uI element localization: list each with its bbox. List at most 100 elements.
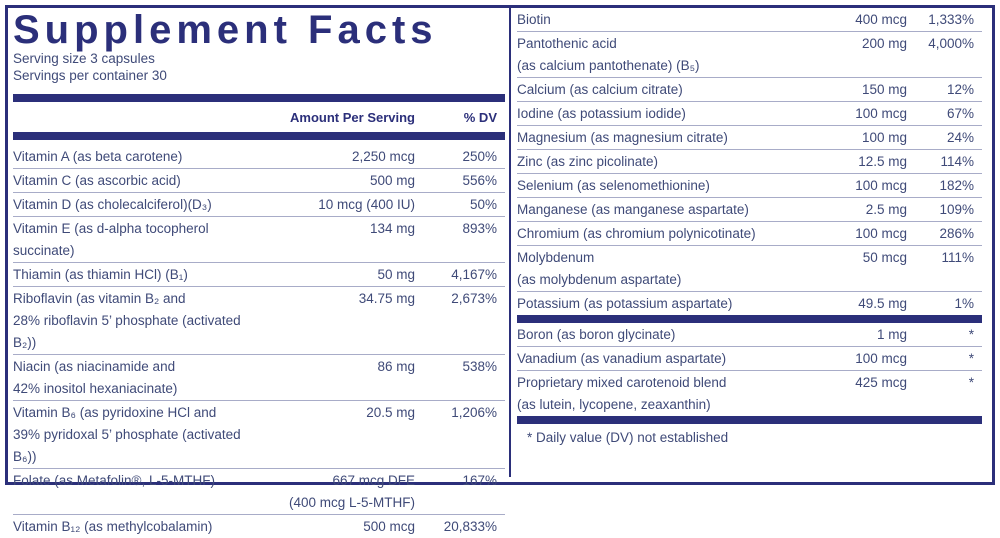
nutrient-name-line: 28% riboflavin 5’ phosphate (activated B… (13, 313, 241, 350)
nutrient-dv: 114% (940, 154, 974, 169)
nutrient-dv: 4,167% (451, 267, 497, 282)
amount-line: 667 mcg DFE (332, 473, 415, 488)
nutrient-dv: 4,000% (928, 36, 974, 51)
nutrient-name: Pantothenic acid (as calcium pantothenate… (517, 33, 757, 77)
divider-bar (517, 416, 982, 424)
amount-line: 200 mg (861, 36, 907, 51)
footnote: * Daily value (DV) not established (527, 430, 729, 445)
nutrient-name-line: Folate (as Metafolin®, L-5-MTHF) (13, 473, 215, 488)
nutrient-amount: 134 mg (265, 218, 415, 262)
nutrient-name: Proprietary mixed carotenoid blend (as lu… (517, 372, 757, 416)
nutrient-dv: 893% (462, 221, 497, 236)
nutrient-name-line: Vitamin B₆ (as pyridoxine HCl and (13, 405, 217, 420)
nutrient-amount: 86 mg (265, 356, 415, 400)
nutrient-row: Vitamin C (as ascorbic acid) 500 mg 556% (13, 169, 505, 193)
left-column: Supplement Facts Serving size 3 capsules… (13, 8, 505, 538)
nutrient-amount: 49.5 mg (757, 293, 907, 315)
nutrient-name-line: Vitamin B₁₂ (as methylcobalamin) (13, 519, 213, 534)
nutrient-name-line: (as lutein, lycopene, zeaxanthin) (517, 397, 711, 412)
nutrient-row: Folate (as Metafolin®, L-5-MTHF) 667 mcg … (13, 469, 505, 515)
nutrient-dv: 24% (946, 130, 974, 145)
nutrient-dv: * (968, 327, 974, 342)
nutrient-row: Pantothenic acid (as calcium pantothenate… (517, 32, 982, 78)
nutrient-row: Zinc (as zinc picolinate) 12.5 mg 114% (517, 150, 982, 174)
nutrient-amount: 50 mcg (757, 247, 907, 291)
dv-header: % DV (463, 109, 497, 125)
divider-bar (13, 94, 505, 102)
nutrient-dv: 111% (941, 250, 974, 265)
nutrient-name: Folate (as Metafolin®, L-5-MTHF) (13, 470, 265, 514)
nutrient-dv: * (968, 375, 974, 390)
amount-line: 2.5 mg (865, 202, 907, 217)
right-column: Biotin 400 mcg 1,333% Pantothenic acid (as c… (517, 8, 982, 445)
nutrient-name-line: Vitamin A (as beta carotene) (13, 149, 183, 164)
nutrient-name-line: Chromium (as chromium polynicotinate) (517, 226, 756, 241)
servings-per-container: Servings per container 30 (13, 68, 167, 83)
amount-line: 500 mg (369, 173, 415, 188)
nutrient-name-line: Selenium (as selenomethionine) (517, 178, 710, 193)
nutrient-row: Biotin 400 mcg 1,333% (517, 8, 982, 32)
nutrient-dv: 182% (939, 178, 974, 193)
nutrient-name-line: (as molybdenum aspartate) (517, 272, 682, 287)
nutrient-dv: 50% (469, 197, 497, 212)
nutrient-amount: 1 mg (757, 324, 907, 346)
nutrient-dv: 1,333% (928, 12, 974, 27)
nutrient-amount: 400 mcg (757, 9, 907, 31)
nutrient-name: Potassium (as potassium aspartate) (517, 293, 757, 315)
nutrient-name: Vitamin E (as d-alpha tocopherol succina… (13, 218, 265, 262)
nutrient-row: Calcium (as calcium citrate) 150 mg 12% (517, 78, 982, 102)
amount-line: 49.5 mg (858, 296, 907, 311)
nutrient-name-line: Potassium (as potassium aspartate) (517, 296, 733, 311)
nutrient-row: Vitamin B₆ (as pyridoxine HCl and 39% pyr… (13, 401, 505, 469)
nutrient-row: Manganese (as manganese aspartate) 2.5 mg… (517, 198, 982, 222)
nutrient-amount: 100 mg (757, 127, 907, 149)
nutrient-row: Molybdenum (as molybdenum aspartate) 50 mc… (517, 246, 982, 292)
nutrient-amount: 200 mg (757, 33, 907, 77)
nutrient-name: Vanadium (as vanadium aspartate) (517, 348, 757, 370)
nutrient-dv: 286% (939, 226, 974, 241)
nutrient-row: Vitamin B₁₂ (as methylcobalamin) 500 mcg 2… (13, 515, 505, 538)
nutrient-amount: 10 mcg (400 IU) (265, 194, 415, 216)
amount-header: Amount Per Serving (290, 109, 415, 125)
nutrient-row: Boron (as boron glycinate) 1 mg * (517, 323, 982, 347)
nutrient-row: Potassium (as potassium aspartate) 49.5 m… (517, 292, 982, 315)
nutrient-name: Manganese (as manganese aspartate) (517, 199, 757, 221)
nutrient-name: Iodine (as potassium iodide) (517, 103, 757, 125)
nutrient-row: Proprietary mixed carotenoid blend (as lu… (517, 371, 982, 416)
amount-line: 86 mg (377, 359, 415, 374)
nutrient-row: Magnesium (as magnesium citrate) 100 mg 24… (517, 126, 982, 150)
nutrient-dv: 1% (954, 296, 974, 311)
nutrient-name-line: Proprietary mixed carotenoid blend (517, 375, 727, 390)
nutrient-amount: 150 mg (757, 79, 907, 101)
nutrient-row: Chromium (as chromium polynicotinate) 100… (517, 222, 982, 246)
nutrient-amount: 425 mcg (757, 372, 907, 416)
nutrient-amount: 12.5 mg (757, 151, 907, 173)
nutrient-row: Riboflavin (as vitamin B₂ and 28% ribofla… (13, 287, 505, 355)
nutrient-name: Zinc (as zinc picolinate) (517, 151, 757, 173)
amount-line: 1 mg (876, 327, 907, 342)
amount-line: 34.75 mg (358, 291, 415, 306)
nutrient-name: Vitamin B₁₂ (as methylcobalamin) (13, 516, 265, 538)
nutrient-row: Thiamin (as thiamin HCl) (B₁) 50 mg 4,167% (13, 263, 505, 287)
nutrient-amount: 500 mg (265, 170, 415, 192)
amount-line: 12.5 mg (858, 154, 907, 169)
nutrient-name-line: Vitamin D (as cholecalciferol)(D₃) (13, 197, 212, 212)
nutrient-dv: 12% (946, 82, 974, 97)
amount-line: 100 mcg (855, 351, 907, 366)
nutrient-name-line: (as calcium pantothenate) (B₅) (517, 58, 700, 73)
nutrient-dv: 250% (462, 149, 497, 164)
nutrient-amount: 34.75 mg (265, 288, 415, 354)
nutrient-dv: 538% (462, 359, 497, 374)
nutrient-name-line: Biotin (517, 12, 551, 27)
nutrient-name: Biotin (517, 9, 757, 31)
nutrient-name: Vitamin D (as cholecalciferol)(D₃) (13, 194, 265, 216)
amount-line: 10 mcg (400 IU) (318, 197, 415, 212)
nutrient-name-line: Iodine (as potassium iodide) (517, 106, 686, 121)
nutrient-dv: 67% (946, 106, 974, 121)
nutrient-amount: 100 mcg (757, 348, 907, 370)
divider-bar (13, 132, 505, 140)
table-header: Amount Per Serving % DV (13, 102, 505, 132)
nutrient-dv: 2,673% (451, 291, 497, 306)
nutrient-dv: 109% (939, 202, 974, 217)
nutrient-name-line: Riboflavin (as vitamin B₂ and (13, 291, 186, 306)
